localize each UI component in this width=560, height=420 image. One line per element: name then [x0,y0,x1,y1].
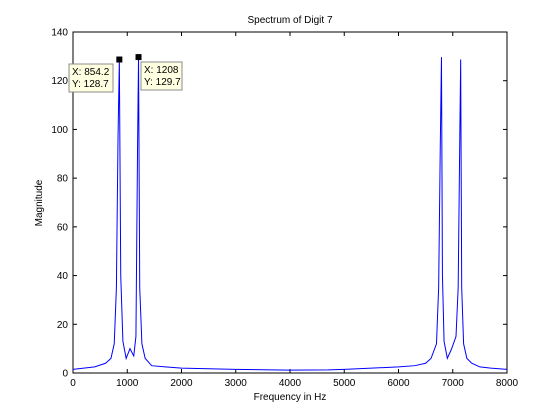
x-axis-label: Frequency in Hz [254,392,327,403]
y-tick-label: 20 [57,320,69,331]
y-tick-label: 120 [51,76,68,87]
datatip[interactable]: X: 854.2Y: 128.7 [68,56,123,93]
datatip-y-label: Y: 129.7 [144,77,181,88]
datatip-marker[interactable] [116,56,123,63]
x-tick-label: 0 [70,378,76,389]
datatip-marker[interactable] [135,54,142,61]
datatip-box [68,63,114,93]
x-tick-label: 1000 [116,378,139,389]
axis-ticks: 0 1000 2000 3000 4000 5000 6000 7000 8000 0 20 40 60… [51,28,518,390]
x-tick-label: 5000 [333,378,356,389]
y-tick-label: 40 [57,271,69,282]
y-tick-label: 100 [51,125,68,136]
x-tick-label: 8000 [496,378,519,389]
datatip-y-label: Y: 128.7 [72,79,109,90]
datatip-x-label: X: 1208 [144,65,179,76]
chart-title: Spectrum of Digit 7 [247,15,332,26]
x-tick-label: 6000 [387,378,410,389]
x-tick-label: 4000 [279,378,302,389]
y-tick-label: 0 [62,369,68,380]
y-tick-label: 60 [57,222,69,233]
datatip-x-label: X: 854.2 [72,67,110,78]
y-tick-label: 80 [57,174,69,185]
datatip-box [140,61,183,91]
x-tick-label: 2000 [170,378,193,389]
y-tick-label: 140 [51,28,68,39]
x-tick-label: 3000 [225,378,248,389]
x-tick-label: 7000 [442,378,465,389]
y-axis-label: Magnitude [34,179,45,226]
series-line [72,57,508,371]
